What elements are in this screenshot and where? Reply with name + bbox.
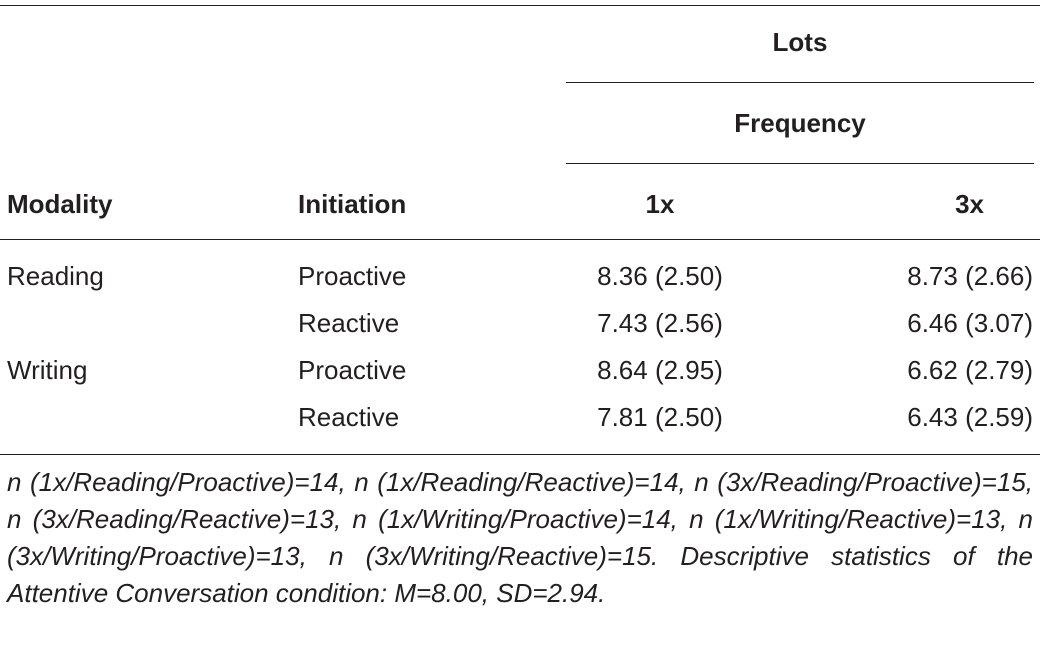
frequency-underline [566,163,1034,164]
cell-3x: 6.46 (3.07) [907,308,1033,338]
cell-initiation: Proactive [298,355,407,385]
cell-1x: 7.81 (2.50) [597,402,723,432]
cell-initiation: Reactive [298,308,400,338]
table-footnote: n (1x/Reading/Proactive)=14, n (1x/Readi… [7,467,1033,608]
table-bottom-rule [0,454,1040,455]
lots-underline [566,82,1034,83]
cell-1x: 8.64 (2.95) [597,355,723,385]
cell-modality: Reading [7,261,104,291]
cell-initiation: Proactive [298,261,407,291]
table-top-rule [0,5,1040,6]
cell-initiation: Reactive [298,402,400,432]
cell-3x: 6.43 (2.59) [907,402,1033,432]
header-modality: Modality [7,189,113,219]
cell-1x: 7.43 (2.56) [597,308,723,338]
header-frequency: Frequency [734,108,866,138]
header-initiation: Initiation [298,189,407,219]
cell-3x: 6.62 (2.79) [907,355,1033,385]
cell-1x: 8.36 (2.50) [597,261,723,291]
header-3x: 3x [955,189,984,219]
header-bottom-rule [0,239,1040,240]
header-lots: Lots [772,27,828,57]
header-1x: 1x [645,189,675,219]
cell-3x: 8.73 (2.66) [907,261,1033,291]
cell-modality: Writing [7,355,88,385]
